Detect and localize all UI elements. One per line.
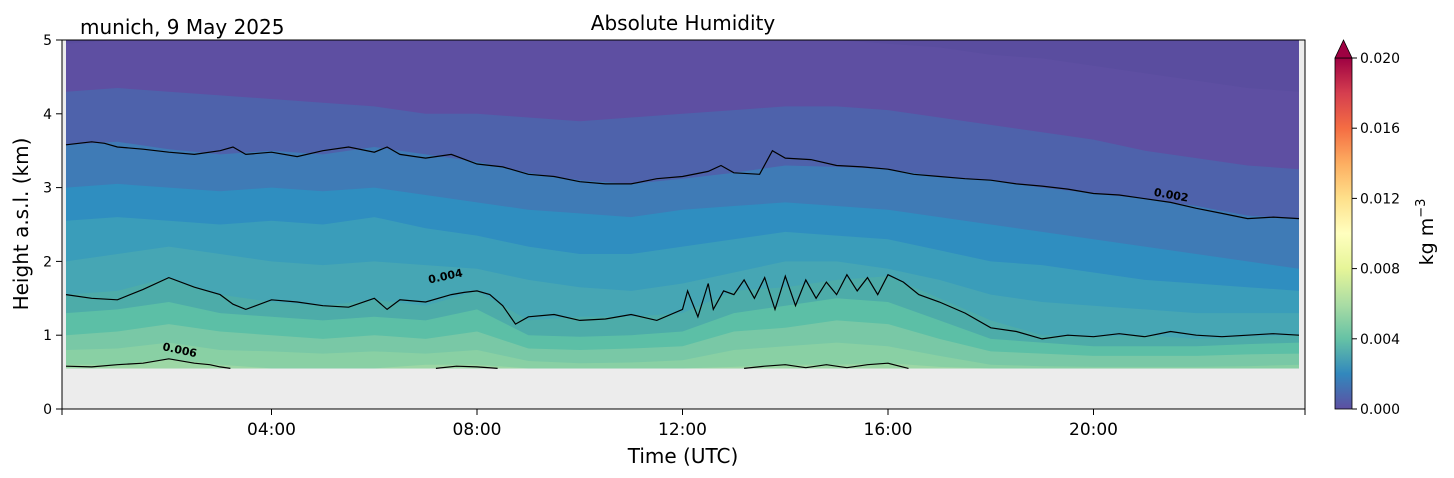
x-axis-label: Time (UTC) [627,444,739,468]
x-tick-label: 04:00 [247,420,296,440]
y-axis-label: Height a.s.l. (km) [9,138,33,311]
colorbar-tick-label: 0.016 [1360,121,1400,137]
y-tick-label: 1 [43,328,52,344]
contour-line [65,273,1300,340]
y-tick-label: 5 [43,33,52,49]
colorbar-tick-label: 0.008 [1360,262,1400,278]
y-tick-label: 4 [43,107,52,123]
colorbar-label: kg m−3 [1414,199,1438,266]
band-h_0060 [66,358,1299,369]
colorbar-ticks: 0.000 0.004 0.008 0.012 0.016 0.020 [1352,51,1400,418]
colorbar-tick-label: 0.012 [1360,191,1400,207]
colorbar-tick-label: 0.020 [1360,51,1400,67]
y-tick-label: 0 [43,402,52,418]
x-tick-label: 20:00 [1069,420,1118,440]
colorbar-label-exp: −3 [1414,199,1429,218]
contour-line [435,365,498,369]
chart-title: Absolute Humidity [591,11,776,35]
plot-frame [61,39,1306,410]
band-h_0055 [66,342,1299,369]
x-tick-label: 12:00 [658,420,707,440]
chart-subtitle: munich, 9 May 2025 [80,15,284,39]
colorbar-gradient [1334,57,1353,410]
x-tick-label: 16:00 [864,420,913,440]
colorbar-tick-label: 0.004 [1360,332,1400,348]
y-tick-label: 3 [43,181,52,197]
x-axis: 04:00 08:00 12:00 16:00 20:00 [61,409,1306,440]
contour-label: 0.002 [1153,186,1190,205]
colorbar-extend-arrow [1334,39,1353,59]
contour-line [65,141,1300,220]
colorbar-tick-label: 0.000 [1360,402,1400,418]
humidity-bands [66,40,1299,369]
colorbar: 0.000 0.004 0.008 0.012 0.016 0.020 kg m−3 [1334,39,1438,418]
y-tick-label: 2 [43,254,52,270]
colorbar-label-base: kg m [1416,218,1438,266]
contour-line [744,362,909,369]
contour-line [65,358,231,369]
x-tick-label: 08:00 [453,420,502,440]
y-axis: 0 1 2 3 4 5 [43,33,62,418]
